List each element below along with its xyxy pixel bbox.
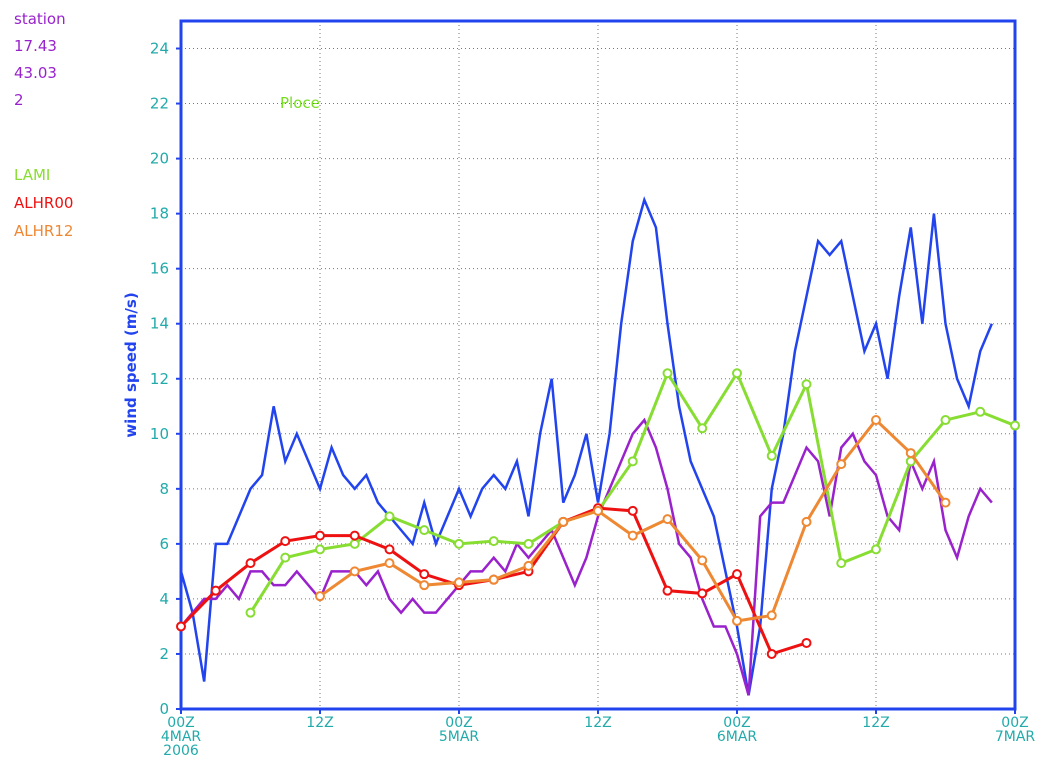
data-point [801,516,812,527]
y-tick-label: 16 [150,260,169,278]
data-point [627,505,638,516]
data-point [315,530,325,541]
y-tick-label: 0 [159,700,169,718]
data-point [419,525,430,536]
data-point [280,552,291,563]
data-point [801,379,812,390]
series-line [180,417,993,696]
chart-title: Ploce [280,94,320,112]
data-point [488,574,499,585]
y-tick-label: 8 [159,480,169,498]
y-tick-label: 18 [150,205,169,223]
data-point [384,544,395,555]
series-line [319,417,947,623]
data-point [697,555,708,566]
plot-frame [179,19,1017,711]
legend-label: ALHR12 [14,222,73,240]
data-point [523,560,534,571]
data-point [454,577,464,588]
data-point [593,505,603,516]
data-point [662,585,673,596]
data-point [732,615,742,626]
series-line [179,196,993,696]
station-info: 2 [14,91,24,109]
data-point [975,406,986,417]
series-line [249,369,1016,614]
x-tick-label: 00Z 5MAR [438,715,480,745]
data-point [732,569,742,580]
data-point [349,538,360,549]
data-point [1010,420,1020,431]
data-point [419,569,430,580]
y-tick-label: 12 [150,370,169,388]
data-point [627,530,638,541]
x-tick-label: 00Z 6MAR [716,715,758,745]
station-info: 17.43 [14,37,57,55]
y-tick-label: 14 [150,315,169,333]
x-tick-label: 00Z 4MAR 2006 [160,715,202,759]
data-point [349,566,360,577]
data-point [210,585,221,596]
data-point [245,607,256,618]
y-tick-label: 22 [150,95,169,113]
y-tick-label: 2 [159,645,169,663]
data-point [766,610,777,621]
x-tick-label: 00Z 7MAR [994,715,1036,745]
legend-label: ALHR00 [14,194,73,212]
y-tick-label: 4 [159,590,169,608]
data-point [836,459,847,470]
x-tick-label: 12Z [584,715,612,731]
data-point [176,621,186,632]
data-point [419,580,430,591]
y-tick-label: 10 [150,425,169,443]
legend-label: LAMI [14,166,50,184]
y-axis-label: wind speed (m/s) [122,292,140,437]
data-point [766,450,777,461]
data-point [454,538,464,549]
data-point [488,536,499,547]
data-point [697,423,708,434]
data-point [940,415,951,426]
data-point [315,591,325,602]
data-point [871,415,881,426]
data-point [662,514,673,525]
station-info: 43.03 [14,64,57,82]
data-point [558,516,569,527]
station-info: station [14,10,66,28]
data-point [245,558,256,569]
data-point [280,536,291,547]
data-point [732,368,742,379]
data-point [384,558,395,569]
y-tick-label: 6 [159,535,169,553]
data-point [801,637,812,648]
data-point [766,648,777,659]
data-point [871,544,881,555]
data-point [697,588,708,599]
data-point [905,448,916,459]
data-point [523,538,534,549]
data-point [662,368,673,379]
data-point [627,456,638,467]
data-point [315,544,325,555]
x-tick-label: 12Z [306,715,334,731]
data-point [349,530,360,541]
x-tick-label: 12Z [862,715,890,731]
data-point [384,511,395,522]
data-point [940,497,951,508]
data-point [836,558,847,569]
y-tick-label: 20 [150,150,169,168]
y-tick-label: 24 [150,40,169,58]
